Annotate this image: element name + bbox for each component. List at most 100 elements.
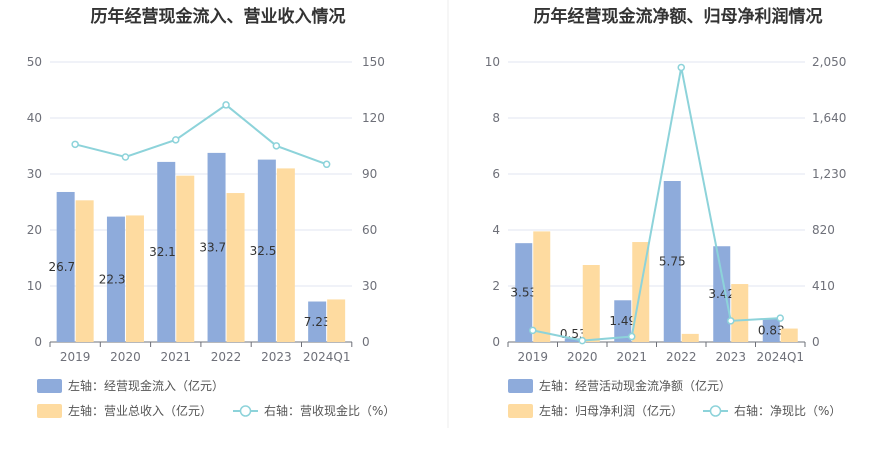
bar-data-label: 26.79 <box>48 260 82 274</box>
ratio-point <box>677 63 685 72</box>
y-left-tick-label: 40 <box>27 111 42 125</box>
legend-swatch <box>37 404 62 418</box>
y-right-tick-label: 0 <box>362 335 370 349</box>
legend-label: 左轴：归母净利润（亿元） <box>539 403 683 418</box>
bar-series-2 <box>276 168 295 342</box>
legend-label: 右轴：营收现金比（%） <box>264 403 395 418</box>
net-cash-flow-profit-chart: 历年经营现金流净额、归母净利润情况 0 0 2 410 4 820 6 1,230 8 1,640 1… <box>485 6 846 418</box>
y-left-tick-label: 6 <box>492 167 500 181</box>
bar-series-1 <box>106 216 125 342</box>
x-tick-label: 2023 <box>261 350 292 364</box>
x-tick-label: 2020 <box>110 350 141 364</box>
x-tick-label: 2021 <box>616 350 647 364</box>
ratio-point <box>71 140 79 149</box>
bar-series-1 <box>762 318 780 342</box>
legend-line-marker <box>709 405 722 417</box>
bar-data-label: 7.23 <box>304 315 331 329</box>
ratio-point <box>578 336 586 345</box>
ratio-point <box>222 101 230 109</box>
bar-series-1 <box>515 243 533 342</box>
ratio-point <box>776 314 784 322</box>
y-left-tick-label: 10 <box>27 279 42 293</box>
x-tick-label: 2021 <box>160 350 191 364</box>
y-right-tick-label: 1,230 <box>812 167 846 181</box>
y-right-tick-label: 2,050 <box>812 55 846 69</box>
bar-series-2 <box>176 175 195 342</box>
bar-data-label: 22.39 <box>99 272 133 286</box>
y-right-tick-label: 30 <box>362 279 377 293</box>
ratio-point <box>272 142 281 150</box>
legend-label: 左轴：经营活动现金流净额（亿元） <box>539 378 731 393</box>
bar-series-1 <box>56 191 75 342</box>
bar-series-2 <box>582 265 600 342</box>
bar-series-1 <box>564 338 582 342</box>
bar-series-1 <box>663 181 681 342</box>
y-right-tick-label: 1,640 <box>812 111 846 125</box>
bar-series-2 <box>533 231 551 342</box>
bar-series-1 <box>257 159 276 342</box>
bar-series-1 <box>157 161 176 342</box>
bar-series-2 <box>681 333 699 342</box>
ratio-point <box>628 332 636 341</box>
ratio-point <box>529 326 537 335</box>
ratio-line <box>532 67 781 342</box>
y-left-tick-label: 20 <box>27 223 42 237</box>
x-tick-label: 2023 <box>715 350 746 364</box>
legend-swatch <box>508 404 533 418</box>
legend-label: 右轴：净现比（%） <box>734 403 841 418</box>
bar-data-label: 32.57 <box>250 244 284 258</box>
x-tick-label: 2022 <box>666 350 697 364</box>
y-right-tick-label: 120 <box>362 111 385 125</box>
bar-series-2 <box>327 299 346 342</box>
bar-series-2 <box>125 215 144 342</box>
bar-series-1 <box>713 246 731 342</box>
chart-title: 历年经营现金流净额、归母净利润情况 <box>534 6 823 27</box>
bar-series-2 <box>75 200 94 342</box>
bar-series-1 <box>308 301 327 342</box>
legend-label: 左轴：经营现金流入（亿元） <box>68 378 224 393</box>
x-tick-label: 2019 <box>517 350 548 364</box>
x-tick-label: 2019 <box>60 350 91 364</box>
ratio-point <box>121 153 130 161</box>
bar-data-label: 0.83 <box>758 323 785 337</box>
y-left-tick-label: 8 <box>492 111 500 125</box>
legend-swatch <box>508 379 533 393</box>
y-right-tick-label: 410 <box>812 279 835 293</box>
x-tick-label: 2024Q1 <box>756 350 804 364</box>
y-right-tick-label: 90 <box>362 167 377 181</box>
chart-title: 历年经营现金流入、营业收入情况 <box>91 6 346 27</box>
y-left-tick-label: 2 <box>492 279 500 293</box>
bar-series-1 <box>207 152 226 342</box>
y-right-tick-label: 0 <box>812 335 820 349</box>
legend-swatch <box>37 379 62 393</box>
legend-label: 左轴：营业总收入（亿元） <box>68 403 212 418</box>
bar-data-label: 1.49 <box>609 314 636 328</box>
y-left-tick-label: 10 <box>485 55 500 69</box>
bar-data-label: 3.53 <box>510 286 537 300</box>
y-left-tick-label: 0 <box>492 335 500 349</box>
y-left-tick-label: 50 <box>27 55 42 69</box>
y-left-tick-label: 30 <box>27 167 42 181</box>
x-tick-label: 2024Q1 <box>303 350 351 364</box>
ratio-point <box>322 160 331 169</box>
legend-line-marker <box>239 405 252 417</box>
bar-data-label: 33.77 <box>199 240 233 254</box>
bar-data-label: 5.75 <box>659 255 686 269</box>
ratio-point <box>172 136 180 144</box>
ratio-line <box>74 103 327 166</box>
y-left-tick-label: 0 <box>34 335 42 349</box>
bar-series-2 <box>780 328 798 342</box>
y-left-tick-label: 4 <box>492 223 500 237</box>
bar-data-label: 3.42 <box>708 287 735 301</box>
y-right-tick-label: 820 <box>812 223 835 237</box>
x-tick-label: 2022 <box>211 350 242 364</box>
y-right-tick-label: 60 <box>362 223 377 237</box>
bar-data-label: 32.16 <box>149 245 183 259</box>
ratio-point <box>727 317 735 325</box>
bar-series-1 <box>614 300 632 342</box>
cash-inflow-revenue-chart: 历年经营现金流入、营业收入情况 0 0 10 30 20 60 30 90 40 120 50 150 2… <box>27 6 395 418</box>
x-tick-label: 2020 <box>567 350 598 364</box>
bar-series-2 <box>226 193 245 342</box>
bar-series-2 <box>731 284 749 342</box>
